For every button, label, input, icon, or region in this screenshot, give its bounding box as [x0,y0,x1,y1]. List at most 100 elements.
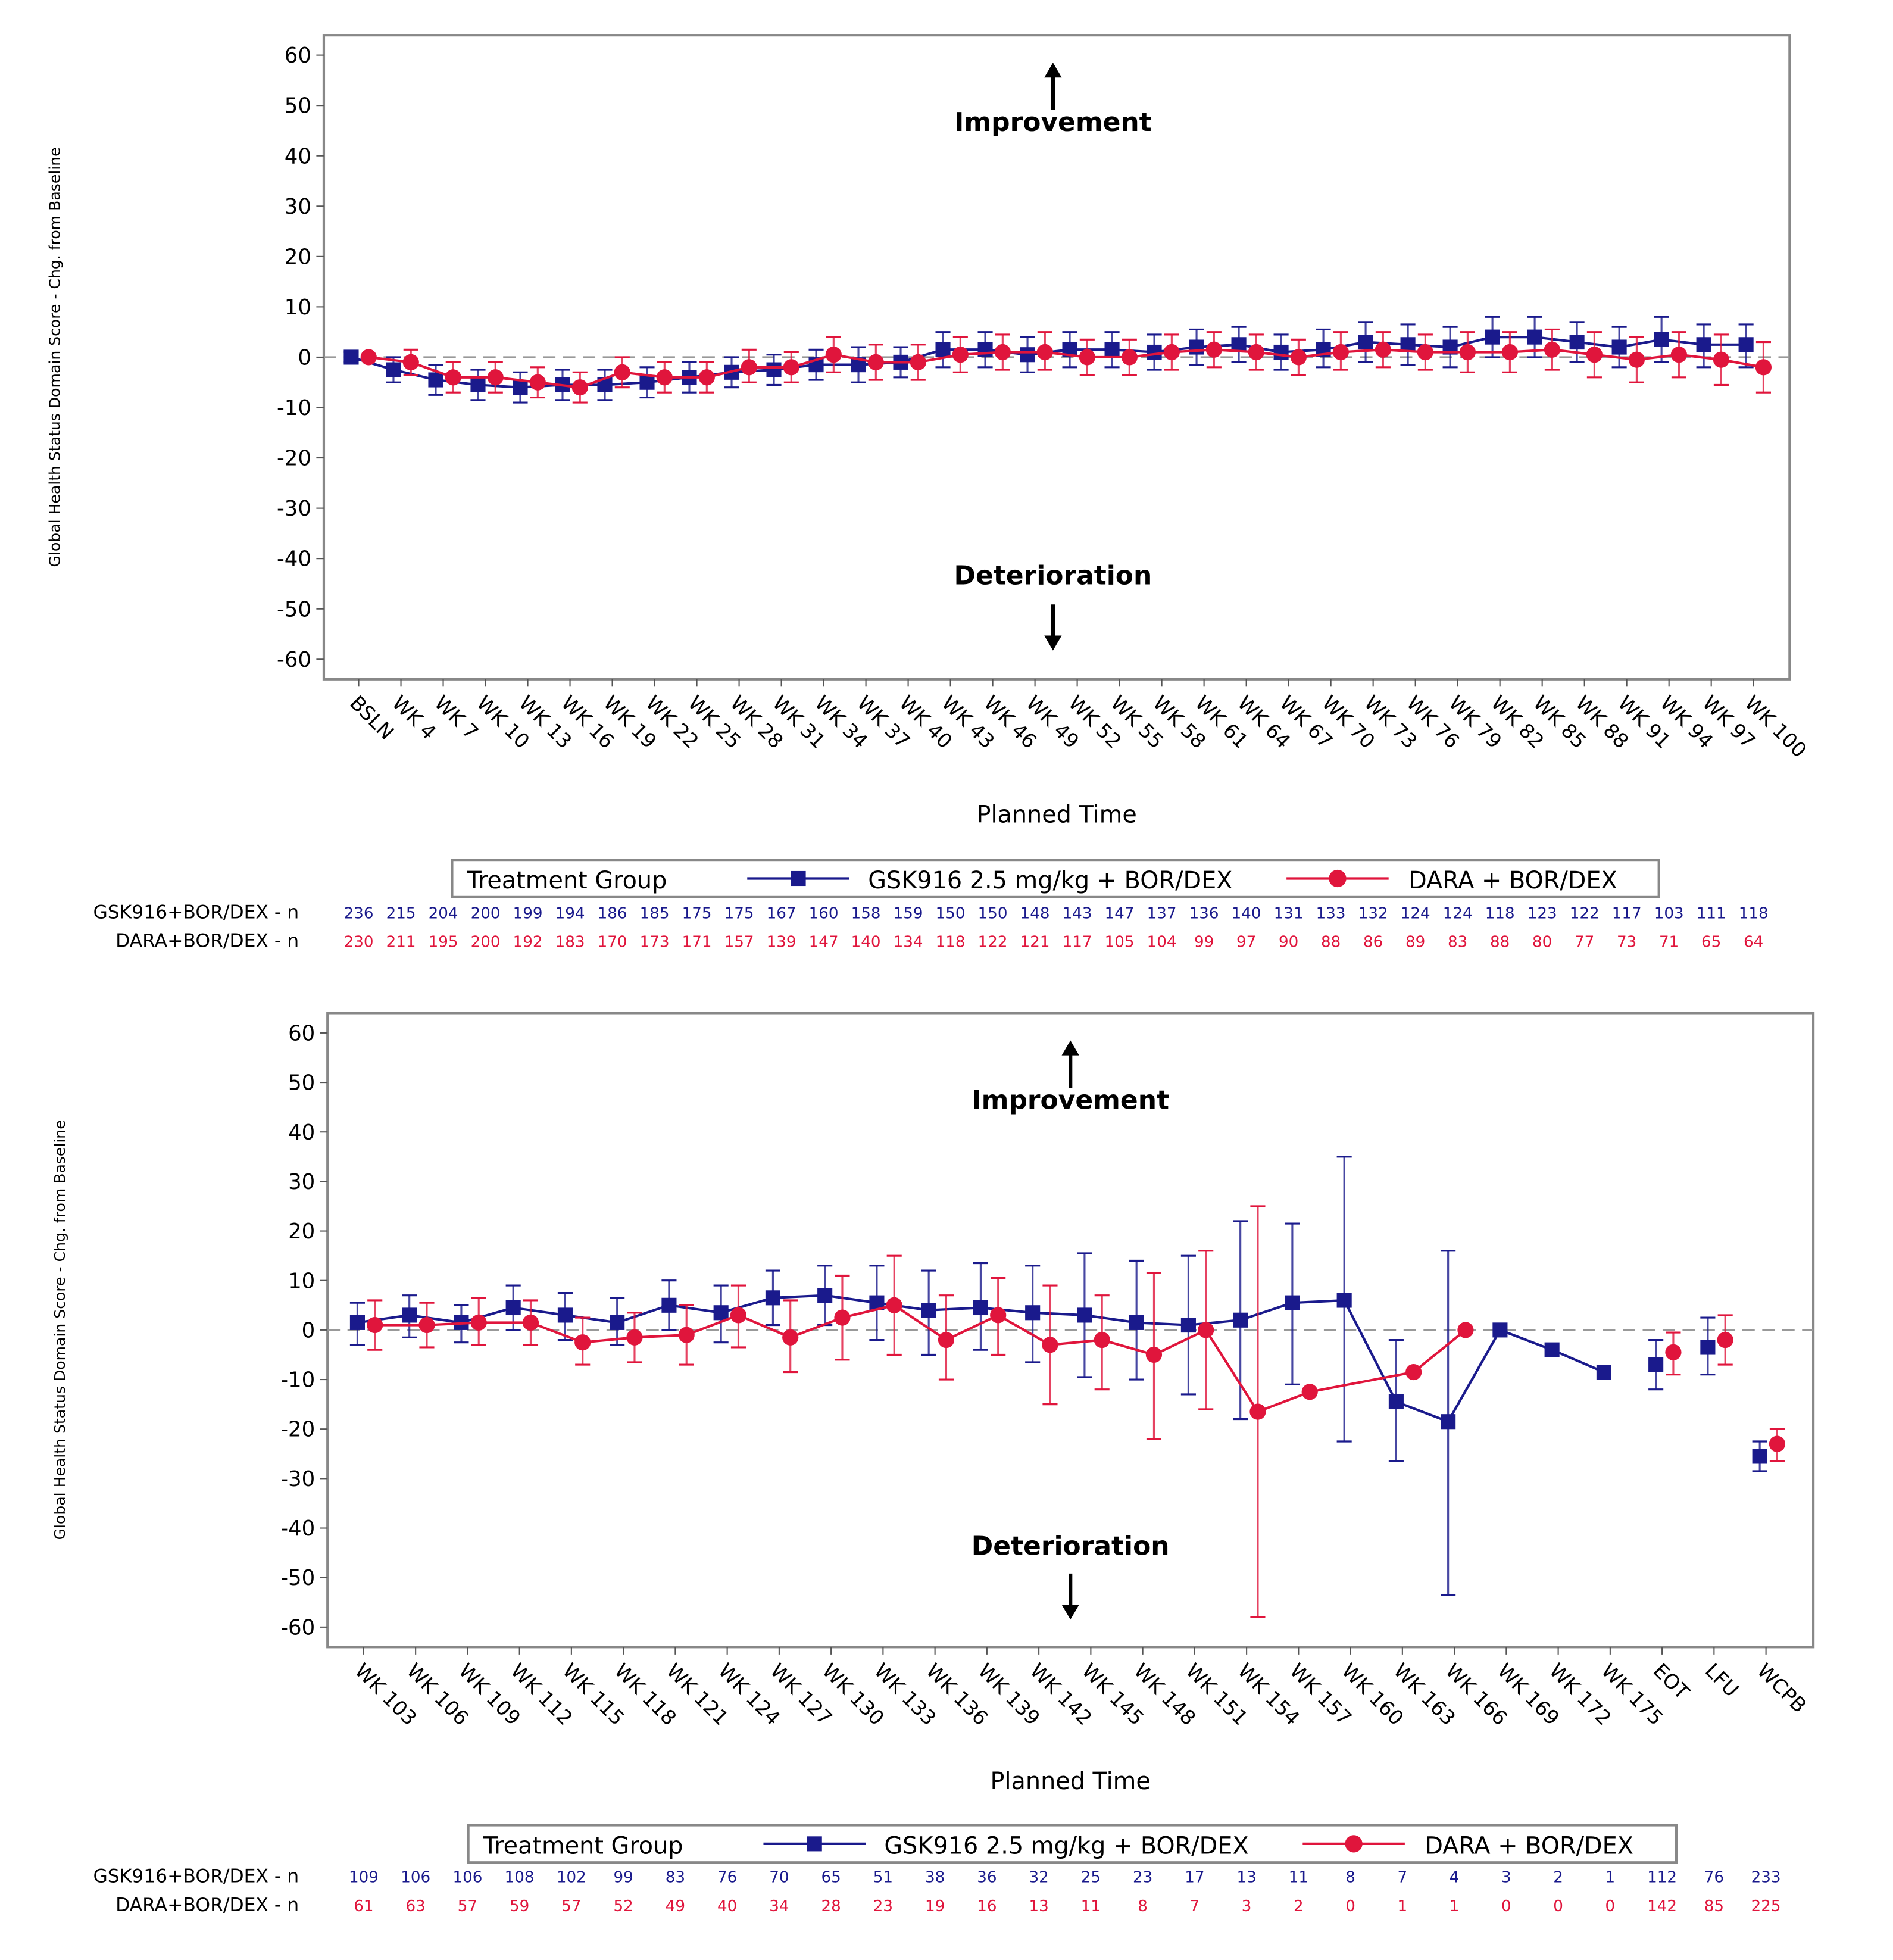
data-point-circle [1501,344,1518,361]
data-point-square [1441,1414,1456,1430]
data-point-circle [825,347,842,363]
n-value: 73 [1617,934,1636,951]
n-value: 123 [1527,904,1557,922]
data-point-circle [1198,1322,1214,1338]
n-value: 83 [666,1869,685,1887]
data-point-circle [1290,349,1307,366]
data-point-square [977,342,993,357]
data-point-square [661,1297,677,1313]
n-value: 97 [1236,934,1256,951]
n-value: 173 [640,934,670,951]
n-value: 34 [769,1897,789,1915]
y-tick-label: 40 [288,1121,315,1145]
data-point-circle [1586,347,1603,363]
data-point-circle [1079,349,1095,366]
y-tick-label: 10 [285,295,311,320]
n-value: 13 [1029,1897,1048,1915]
data-point-circle [990,1307,1007,1324]
data-point-square [1020,347,1035,363]
n-value: 65 [821,1869,841,1887]
y-axis-label: Global Health Status Domain Score - Chg.… [51,1120,68,1540]
data-point-circle [402,354,419,371]
data-point-circle [1665,1344,1682,1360]
n-value: 49 [666,1897,685,1915]
n-value: 186 [598,904,627,922]
data-point-circle [1094,1331,1110,1349]
data-point-circle [938,1331,955,1349]
n-value: 122 [1570,904,1600,922]
data-point-square [557,1307,573,1323]
y-tick-label: 50 [288,1071,315,1096]
data-point-circle [783,359,799,376]
n-value: 157 [724,934,754,951]
data-point-circle [574,1334,591,1351]
data-point-circle [656,369,673,386]
data-point-square [1358,335,1373,350]
data-point-square [1180,1318,1196,1333]
n-value: 65 [1701,934,1721,951]
n-value: 80 [1532,934,1552,951]
n-value: 51 [873,1869,893,1887]
n-value: 147 [1105,904,1135,922]
arrow-up-icon-head [1061,1040,1079,1056]
n-value: 103 [1654,904,1684,922]
series-dara [360,328,1772,404]
n-value: 105 [1105,934,1135,951]
n-value: 76 [717,1869,737,1887]
data-point-circle [1544,341,1560,358]
n-value: 204 [429,904,458,922]
n-value: 0 [1345,1897,1355,1915]
y-tick-label: -40 [277,547,311,572]
series-dara [367,1205,1786,1618]
data-point-circle [487,369,504,386]
n-value: 25 [1081,1869,1101,1887]
n-value: 90 [1279,934,1298,951]
n-value: 170 [598,934,627,951]
legend-label-gsk916: GSK916 2.5 mg/kg + BOR/DEX [868,867,1232,894]
data-point-circle [571,379,588,396]
n-value: 11 [1081,1897,1101,1915]
n-value: 171 [682,934,712,951]
n-value: 185 [640,904,670,922]
legend-box [467,1824,1678,1864]
n-value: 59 [510,1897,529,1915]
data-point-circle [834,1309,851,1326]
y-tick-label: 50 [285,94,311,118]
n-value: 63 [406,1897,426,1915]
y-tick-label: -20 [277,447,311,471]
n-value: 134 [894,934,923,951]
n-value: 142 [1647,1897,1677,1915]
n-value: 86 [1363,934,1383,951]
n-value: 17 [1185,1869,1204,1887]
n-value: 215 [386,904,416,922]
n-value: 112 [1647,1869,1677,1887]
n-value: 117 [1063,934,1092,951]
x-tick-label: WK 7 [430,691,483,744]
data-point-circle [470,1314,487,1331]
arrow-down-icon-head [1061,1605,1079,1620]
n-value: 140 [851,934,881,951]
data-point-square [869,1295,885,1310]
n-value: 4 [1450,1869,1460,1887]
n-value: 85 [1704,1897,1724,1915]
n-value: 106 [401,1869,430,1887]
n-value: 38 [925,1869,945,1887]
series-line [368,348,1764,389]
n-value: 195 [429,934,458,951]
data-point-square [1336,1293,1352,1308]
legend-label-dara: DARA + BOR/DEX [1425,1833,1633,1860]
y-tick-label: 0 [302,1318,316,1343]
arrow-down-icon-head [1044,635,1062,651]
n-value: 158 [851,904,881,922]
data-point-square [386,362,401,377]
data-point-circle [522,1314,539,1331]
data-point-circle [698,369,715,386]
y-tick-label: 30 [285,195,311,219]
n-value: 175 [724,904,754,922]
data-point-circle [529,374,546,391]
x-tick-label: LFU [1701,1659,1744,1702]
n-value: 192 [513,934,543,951]
data-point-square [1273,344,1289,360]
y-tick-label: 30 [288,1170,315,1194]
